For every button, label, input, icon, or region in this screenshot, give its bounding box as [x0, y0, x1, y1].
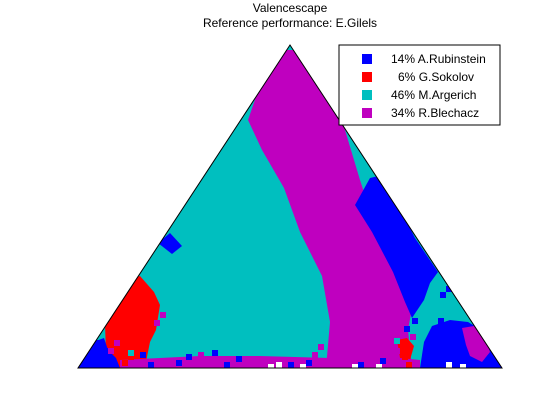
svg-text:34% R.Blechacz: 34% R.Blechacz [391, 106, 479, 120]
speckle-cell [186, 362, 192, 368]
speckle-cell [108, 348, 114, 354]
speckle-cell [306, 360, 312, 366]
chart-subtitle: Reference performance: E.Gilels [203, 16, 377, 30]
speckle-cell [358, 362, 364, 368]
speckle-cell [128, 350, 134, 356]
speckle-cell [122, 360, 128, 366]
speckle-cell [446, 362, 452, 368]
speckle-cell [404, 326, 410, 332]
speckle-cell [140, 352, 146, 358]
chart-title: Valencescape [253, 1, 328, 15]
legend-name-rubinstein: A.Rubinstein [418, 52, 486, 66]
legend-share-rubinstein: 14% [391, 52, 415, 66]
speckle-cell [96, 340, 102, 346]
speckle-cell [148, 362, 154, 368]
speckle-cell [394, 338, 400, 344]
region-sokolov-bottom-right [397, 338, 414, 360]
speckle-cell [394, 348, 400, 354]
speckle-cell [438, 318, 444, 324]
speckle-cell [410, 334, 416, 340]
speckle-cell [476, 332, 482, 338]
speckle-cell [254, 356, 260, 362]
speckle-cell [288, 362, 294, 368]
speckle-cell [470, 340, 476, 346]
legend-name-blechacz: R.Blechacz [418, 106, 479, 120]
speckle-cell [186, 354, 192, 360]
speckle-cell [406, 362, 412, 368]
speckle-cell [460, 364, 466, 368]
svg-text:14% A.Rubinstein: 14% A.Rubinstein [391, 52, 486, 66]
legend-swatch-blechacz [362, 108, 372, 118]
legend-share-sokolov: 6% [398, 70, 416, 84]
legend-name-sokolov: G.Sokolov [419, 70, 474, 84]
speckle-cell [412, 318, 418, 324]
speckle-cell [198, 352, 204, 358]
legend-swatch-argerich [362, 90, 372, 100]
speckle-cell [154, 320, 160, 326]
speckle-cell [352, 364, 358, 368]
speckle-cell [312, 352, 318, 358]
region-rubinstein-left-blob [158, 233, 182, 254]
legend-share-argerich: 46% [391, 88, 415, 102]
region-rubinstein-bottom-left [78, 338, 120, 368]
svg-text:6% G.Sokolov: 6% G.Sokolov [398, 70, 474, 84]
speckle-cell [268, 364, 274, 368]
legend-swatch-sokolov [362, 72, 372, 82]
speckle-cell [186, 346, 192, 352]
legend-entry-blechacz: 34% R.Blechacz [362, 106, 479, 120]
speckle-cell [318, 344, 324, 350]
speckle-cell [194, 340, 200, 346]
speckle-cell [300, 364, 306, 368]
valence-map [78, 45, 502, 368]
boundary-speckles [96, 286, 482, 368]
speckle-cell [102, 348, 108, 354]
speckle-cell [446, 286, 452, 292]
legend-entry-argerich: 46% M.Argerich [362, 88, 476, 102]
speckle-cell [246, 362, 252, 368]
speckle-cell [114, 340, 120, 346]
speckle-cell [434, 346, 440, 352]
speckle-cell [276, 362, 282, 368]
svg-text:46% M.Argerich: 46% M.Argerich [391, 88, 476, 102]
speckle-cell [380, 358, 386, 364]
speckle-cell [224, 362, 230, 368]
speckle-cell [440, 292, 446, 298]
speckle-cell [376, 364, 382, 368]
speckle-cell [212, 350, 218, 356]
speckle-cell [128, 354, 134, 360]
speckle-cell [176, 360, 182, 366]
region-rubinstein-bottom-right [420, 320, 502, 368]
speckle-cell [236, 356, 242, 362]
speckle-cell [160, 312, 166, 318]
legend-entry-rubinstein: 14% A.Rubinstein [362, 52, 486, 66]
speckle-cell [402, 354, 408, 360]
region-blechacz-bottom-strip [120, 356, 420, 368]
legend-entry-sokolov: 6% G.Sokolov [362, 70, 474, 84]
legend: 14% A.Rubinstein 6% G.Sokolov 46% M.Arge… [338, 44, 501, 126]
legend-share-blechacz: 34% [391, 106, 415, 120]
triangle-outline [77, 44, 503, 369]
region-blechacz-band [248, 50, 412, 368]
legend-name-argerich: M.Argerich [418, 88, 476, 102]
legend-swatch-rubinstein [362, 54, 372, 64]
region-rubinstein-right [355, 175, 438, 318]
